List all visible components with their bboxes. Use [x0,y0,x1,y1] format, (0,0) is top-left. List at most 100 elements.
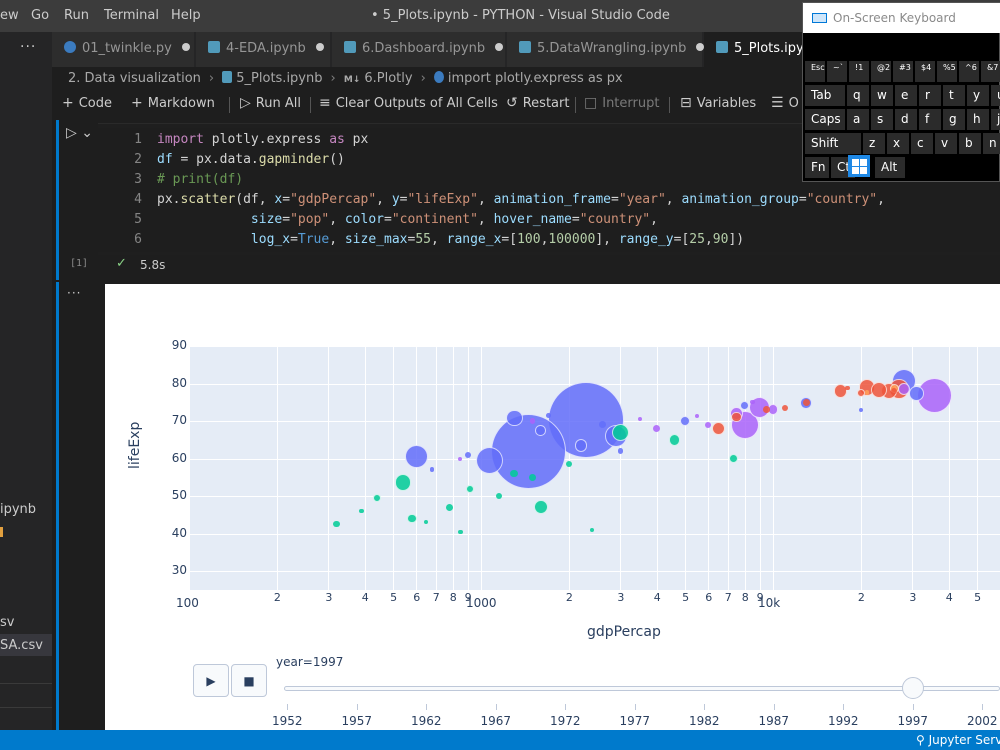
breadcrumb-file[interactable]: 5_Plots.ipynb [236,71,323,86]
tab-5-datawrangling[interactable]: 5.DataWrangling.ipynb [507,32,705,67]
key-f[interactable]: f [919,109,941,130]
key-[interactable]: ~` [827,61,847,82]
x-tick-label: 10k [758,596,781,610]
key-a[interactable]: a [847,109,869,130]
year-slider-track[interactable] [284,686,1000,691]
slider-year-label[interactable]: 1952 [272,714,303,728]
interrupt-button[interactable]: □ Interrupt [584,95,659,111]
slider-year-label[interactable]: 1957 [341,714,373,728]
key-3[interactable]: #3 [893,61,913,82]
key-t[interactable]: t [943,85,965,106]
x-gridline [759,346,761,590]
data-point-americas [637,417,642,422]
key-1[interactable]: !1 [849,61,869,82]
key-e[interactable]: e [895,85,917,106]
key-6[interactable]: ^6 [959,61,979,82]
sidebar-item-sv[interactable]: sv [0,615,15,630]
outline-button[interactable]: ☰ O [771,95,799,111]
x-tick-label: 4 [361,591,369,604]
explorer-sidebar: ipynb sv SA.csv [0,67,52,730]
add-markdown-cell-button[interactable]: + Markdown [131,95,215,111]
jupyter-server-status[interactable]: ⚲ Jupyter Serv [916,733,1000,747]
menu-terminal[interactable]: Terminal [104,8,159,23]
menu-help[interactable]: Help [171,8,201,23]
slider-year-label[interactable]: 1972 [550,714,581,728]
key-alt[interactable]: Alt [875,157,905,178]
key-caps[interactable]: Caps [805,109,845,130]
key-h[interactable]: h [967,109,989,130]
key-z[interactable]: z [863,133,885,154]
y-axis-label: lifeExp [127,421,143,469]
key-4[interactable]: $4 [915,61,935,82]
tab-01-twinkle[interactable]: 01_twinkle.py [52,32,195,67]
keyboard-title-bar[interactable]: On-Screen Keyboard [803,3,1000,33]
data-point-americas [695,413,700,418]
key-fn[interactable]: Fn [805,157,829,178]
key-x[interactable]: x [887,133,909,154]
more-actions-icon[interactable]: ··· [20,39,37,55]
key-b[interactable]: b [959,133,981,154]
windows-logo-icon[interactable] [848,155,870,177]
add-code-cell-button[interactable]: + Code [62,95,112,111]
slider-year-label[interactable]: 1967 [480,714,512,728]
x-tick-label: 9 [756,591,764,604]
menu-run[interactable]: Run [64,8,89,23]
restart-button[interactable]: ↺ Restart [506,95,569,111]
x-gridline [189,346,190,590]
tab-5-plots[interactable]: 5_Plots.ipyn [704,32,812,67]
x-tick-label: 2 [273,591,281,604]
key-shift[interactable]: Shift [805,133,861,154]
menu-view[interactable]: ew [0,8,19,23]
key-s[interactable]: s [871,109,893,130]
key-q[interactable]: q [847,85,869,106]
slider-year-label[interactable]: 1992 [828,714,859,728]
key-d[interactable]: d [895,109,917,130]
key-u[interactable]: u [991,85,1000,106]
code-line-4: px.scatter(df, x="gdpPercap", y="lifeExp… [157,192,885,207]
tab-4-eda[interactable]: 4-EDA.ipynb [196,32,331,67]
stop-button[interactable]: ■ [231,664,267,697]
breadcrumb-cell[interactable]: import plotly.express as px [447,71,623,86]
variables-button[interactable]: ⊟ Variables [680,95,756,111]
slider-year-label[interactable]: 1962 [411,714,442,728]
key-esc[interactable]: Esc [805,61,825,82]
run-cell-button[interactable]: ▷ ⌄ [66,125,93,141]
key-tab[interactable]: Tab [805,85,845,106]
slider-year-label[interactable]: 1997 [897,714,929,728]
chevron-right-icon: › [330,71,336,86]
clear-all-icon: ≡ [319,95,331,111]
y-tick-label: 30 [171,563,187,578]
key-c[interactable]: c [911,133,933,154]
sidebar-item-sa-csv[interactable]: SA.csv [0,638,43,653]
data-point-africa [611,423,629,441]
key-n[interactable]: n [983,133,1000,154]
x-tick-label: 3 [909,591,917,604]
key-r[interactable]: r [919,85,941,106]
key-2[interactable]: @2 [871,61,891,82]
data-point-asia [680,416,691,427]
variables-icon: ⊟ [680,95,692,111]
menu-go[interactable]: Go [31,8,50,23]
tab-6-dashboard[interactable]: 6.Dashboard.ipynb [332,32,506,67]
plus-icon: + [131,95,143,111]
slider-year-label[interactable]: 1982 [689,714,720,728]
sidebar-item-ipynb[interactable]: ipynb [0,502,37,517]
key-j[interactable]: j [991,109,1000,130]
slider-year-label[interactable]: 2002 [967,714,998,728]
run-all-button[interactable]: ▷ Run All [240,95,301,111]
key-w[interactable]: w [871,85,893,106]
key-v[interactable]: v [935,133,957,154]
key-y[interactable]: y [967,85,989,106]
play-button[interactable]: ▶ [193,664,229,697]
key-7[interactable]: &7 [981,61,1000,82]
key-5[interactable]: %5 [937,61,957,82]
breadcrumb-section[interactable]: 6.Plotly [364,71,413,86]
sidebar-selected-item[interactable] [0,634,52,656]
clear-outputs-button[interactable]: ≡ Clear Outputs of All Cells [319,95,498,111]
key-g[interactable]: g [943,109,965,130]
breadcrumb-folder[interactable]: 2. Data visualization [68,71,201,86]
slider-year-label[interactable]: 1977 [619,714,651,728]
slider-year-label[interactable]: 1987 [758,714,790,728]
output-actions-icon[interactable]: ··· [67,286,82,300]
year-slider-handle[interactable] [901,677,924,699]
